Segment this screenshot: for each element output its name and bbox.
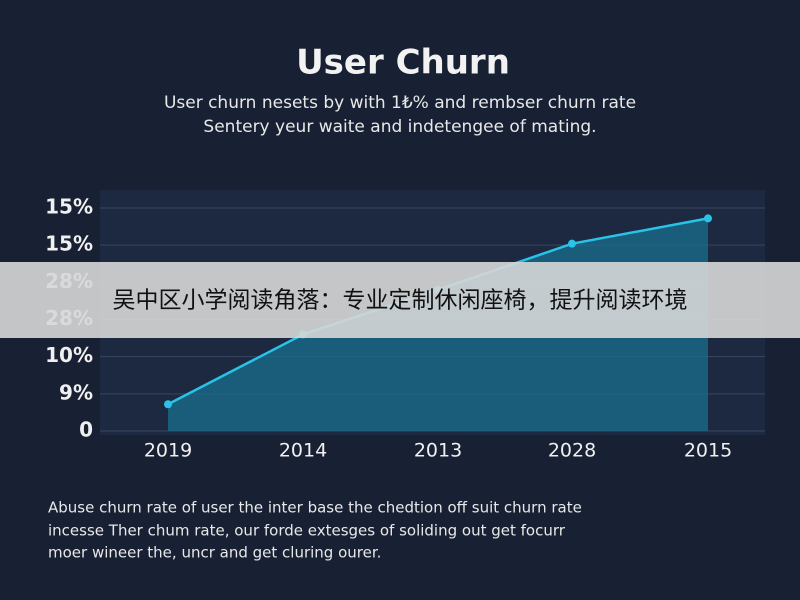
y-tick-label: 15%	[45, 195, 93, 219]
point	[568, 239, 576, 248]
x-tick-label: 2019	[144, 440, 192, 462]
x-tick-label: 2013	[414, 440, 462, 462]
point	[704, 214, 712, 223]
footnote: Abuse churn rate of user the inter base …	[48, 499, 582, 517]
x-tick-label: 2014	[279, 440, 327, 462]
y-tick-label: 15%	[45, 232, 93, 256]
subtitle: Sentery yeur waite and indetengee of mat…	[203, 117, 596, 137]
banner	[0, 262, 800, 338]
subtitle: User churn nesets by with 1₺% and rembse…	[164, 93, 636, 113]
x-tick-label: 2015	[684, 440, 732, 462]
y-tick-label: 10%	[45, 343, 93, 367]
banner-text: 吴中区小学阅读角落：专业定制休闲座椅，提升阅读环境	[113, 288, 688, 314]
y-tick-label: 0	[79, 418, 93, 442]
x-tick-label: 2028	[548, 440, 596, 462]
footnote: incesse Ther chum rate, our forde extesg…	[48, 522, 566, 540]
footnote: moer wineer the, uncr and get cluring ou…	[48, 544, 381, 562]
point	[164, 400, 172, 409]
y-tick-label: 9%	[59, 380, 93, 404]
chart-title: User Churn	[296, 43, 510, 83]
